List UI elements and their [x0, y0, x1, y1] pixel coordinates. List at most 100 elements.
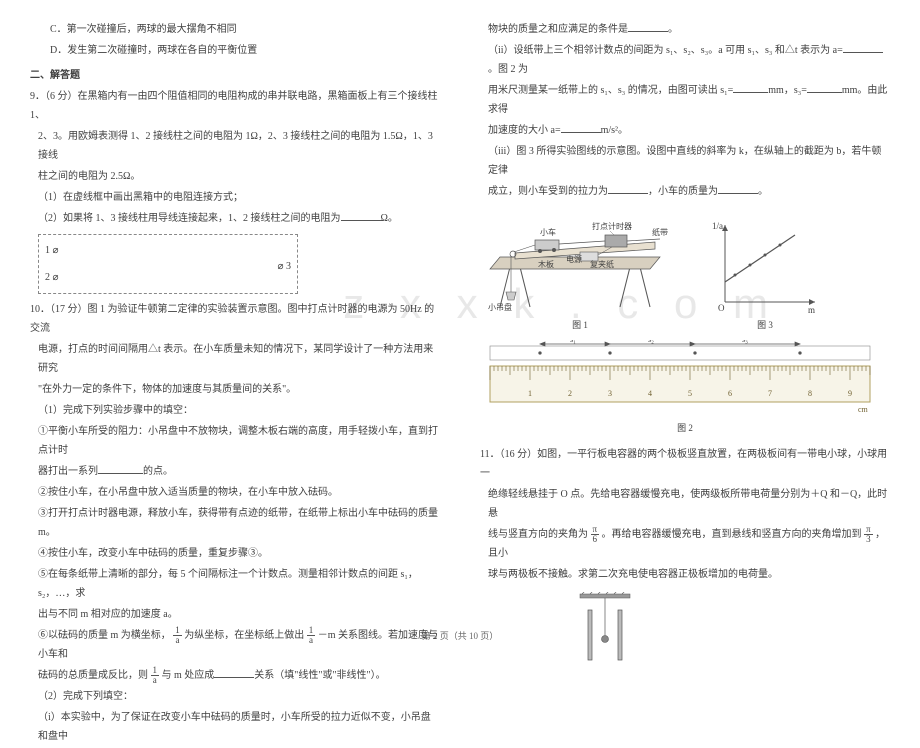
frac-1a-3: 1a — [151, 666, 160, 685]
r-line5: （iii）图 3 所得实验图线的示意图。设图中直线的斜率为 k，在纵轴上的截距为… — [480, 142, 890, 180]
svg-text:m: m — [808, 305, 815, 315]
lbl-car: 小车 — [540, 227, 556, 237]
r4b: m/s²。 — [601, 125, 628, 136]
r-line2: （ii）设纸带上三个相邻计数点的间距为 s₁、s₂、s₃。a 可用 s₁、s₃ … — [480, 41, 890, 79]
svg-text:1: 1 — [528, 389, 532, 398]
q10-step1-5a: ⑤在每条纸带上清晰的部分，每 5 个间隔标注一个计数点。测量相邻计数点的间距 s… — [30, 565, 440, 603]
svg-text:cm: cm — [858, 405, 869, 414]
graph-diagram: 1/a m O 图 3 — [710, 217, 820, 334]
r-line3: 用米尺测量某一纸带上的 s₁、s₃ 的情况，由图可读出 s₁=mm，s₃=mm。… — [480, 81, 890, 119]
svg-text:8: 8 — [808, 389, 812, 398]
page-content: C．第一次碰撞后，两球的最大摆角不相同 D．发生第二次碰撞时，两球在各自的平衡位… — [0, 0, 920, 748]
q10-line3: "在外力一定的条件下，物体的加速度与其质量间的关系"。 — [30, 380, 440, 399]
q10-6b-t3: 关系（填"线性"或"非线性"）。 — [254, 670, 385, 681]
q10-step1-4: ④按住小车，改变小车中砝码的质量，重复步骤③。 — [30, 544, 440, 563]
option-c: C．第一次碰撞后，两球的最大摆角不相同 — [30, 20, 440, 39]
svg-text:s₁: s₁ — [570, 340, 576, 344]
q9-line3: 柱之间的电阻为 2.5Ω。 — [30, 167, 440, 186]
experiment-diagram: 小车 打点计时器 纸带 电源 复夹纸 木板 小吊盘 图 1 — [480, 207, 680, 334]
r6c: 。 — [758, 186, 768, 197]
r-line6: 成立，则小车受到的拉力为 ，小车的质量为 。 — [480, 182, 890, 201]
blank-s3 — [807, 82, 842, 93]
lbl-clamp: 复夹纸 — [590, 259, 614, 269]
lbl-pan: 小吊盘 — [488, 302, 512, 312]
q11-line1: 11．（16 分）如图，一平行板电容器的两个极板竖直放置，在两极板间有一带电小球… — [480, 445, 890, 483]
diagram-row: 小车 打点计时器 纸带 电源 复夹纸 木板 小吊盘 图 1 — [480, 207, 890, 334]
blank-resistance — [341, 210, 381, 221]
blank-cond — [628, 21, 668, 32]
lbl-power: 电源 — [566, 254, 582, 264]
r2a: （ii）设纸带上三个相邻计数点的间距为 s₁、s₂、s₃。a 可用 s₁、s₃ … — [488, 45, 843, 56]
lbl-tape: 纸带 — [652, 227, 668, 237]
svg-text:7: 7 — [768, 389, 772, 398]
q10-step1-5b: 出与不同 m 相对应的加速度 a。 — [30, 605, 440, 624]
r4a: 加速度的大小 a= — [488, 125, 561, 136]
lbl-wood: 木板 — [538, 259, 554, 269]
q11-line3: 线与竖直方向的夹角为 π6 。再给电容器缓慢充电，直到悬线和竖直方向的夹角增加到… — [480, 525, 890, 563]
q11-l3b: 。再给电容器缓慢充电，直到悬线和竖直方向的夹角增加到 — [602, 529, 862, 540]
r2b: 。图 2 为 — [488, 64, 528, 75]
section-title: 二、解答题 — [30, 66, 440, 85]
q10-6a-t1: ⑥以砝码的质量 m 为横坐标， — [38, 630, 171, 641]
blank-s1 — [733, 82, 768, 93]
capacitor-diagram — [560, 592, 890, 672]
svg-text:6: 6 — [728, 389, 732, 398]
blank-relation — [214, 667, 254, 678]
r-line1: 物块的质量之和应满足的条件是 。 — [480, 20, 890, 39]
lbl-timer: 打点计时器 — [592, 221, 632, 231]
q9-part1: （1）在虚线框中画出黑箱中的电阻连接方式； — [30, 188, 440, 207]
svg-text:s₂: s₂ — [648, 340, 654, 344]
blank-mass — [718, 183, 758, 194]
frac-pi6: π6 — [591, 525, 600, 544]
q9-line1: 9．（6 分）在黑箱内有一由四个阻值相同的电阻构成的串并联电路，黑箱面板上有三个… — [30, 87, 440, 125]
q10-step1-head: （1）完成下列实验步骤中的填空： — [30, 401, 440, 420]
left-column: C．第一次碰撞后，两球的最大摆角不相同 D．发生第二次碰撞时，两球在各自的平衡位… — [30, 20, 440, 748]
q11-l3a: 线与竖直方向的夹角为 — [488, 529, 588, 540]
q10-step1-3: ③打开打点计时器电源，释放小车，获得带有点迹的纸带，在纸带上标出小车中砝码的质量… — [30, 504, 440, 542]
blank-a-expr — [843, 42, 883, 53]
svg-text:O: O — [718, 303, 725, 313]
svg-text:9: 9 — [848, 389, 852, 398]
circuit-box: 1 ⌀ 2 ⌀ ⌀ 3 — [38, 234, 298, 294]
fig3-label: 图 3 — [710, 317, 820, 334]
r3a: 用米尺测量某一纸带上的 s₁、s₃ 的情况，由图可读出 s₁= — [488, 85, 733, 96]
svg-text:4: 4 — [648, 389, 652, 398]
terminal-1: 1 ⌀ — [45, 241, 59, 260]
q10-6b-t2: 与 m 处应成 — [162, 670, 215, 681]
blank-points — [98, 463, 143, 474]
q9-line2: 2、3。用欧姆表测得 1、2 接线柱之间的电阻为 1Ω，2、3 接线柱之间的电阻… — [30, 127, 440, 165]
r3b: mm，s₃= — [768, 85, 807, 96]
terminal-2: 2 ⌀ — [45, 268, 59, 287]
svg-text:1/a: 1/a — [712, 221, 723, 231]
r6b: ，小车的质量为 — [648, 186, 718, 197]
terminal-3: ⌀ 3 — [277, 257, 291, 276]
q10-line2: 电源，打点的时间间隔用△t 表示。在小车质量未知的情况下，某同学设计了一种方法用… — [30, 340, 440, 378]
q10-step1-6b: 砝码的总质量成反比，则 1a 与 m 处应成 关系（填"线性"或"非线性"）。 — [30, 666, 440, 685]
svg-text:2: 2 — [568, 389, 572, 398]
fig2-label: 图 2 — [480, 420, 890, 437]
q10-line1: 10．（17 分）图 1 为验证牛顿第二定律的实验装置示意图。图中打点计时器的电… — [30, 300, 440, 338]
q10-6b-t1: 砝码的总质量成反比，则 — [38, 670, 148, 681]
r1b: 。 — [668, 24, 678, 35]
fig1-label: 图 1 — [480, 317, 680, 334]
right-column: 物块的质量之和应满足的条件是。 （ii）设纸带上三个相邻计数点的间距为 s₁、s… — [480, 20, 890, 748]
option-d: D．发生第二次碰撞时，两球在各自的平衡位置 — [30, 41, 440, 60]
blank-force — [608, 183, 648, 194]
q10-s1-1b-text: 器打出一系列 — [38, 466, 98, 477]
q9-part2: （2）如果将 1、3 接线柱用导线连接起来，1、2 接线柱之间的电阻为Ω。 — [30, 209, 440, 228]
r6a: 成立，则小车受到的拉力为 — [488, 186, 608, 197]
q10-step1-2: ②按住小车，在小吊盘中放入适当质量的物块，在小车中放入砝码。 — [30, 483, 440, 502]
q11-line4: 球与两极板不接触。求第二次充电使电容器正极板增加的电荷量。 — [480, 565, 890, 584]
q11-line2: 绝缘轻线悬挂于 O 点。先给电容器缓慢充电，使两级板所带电荷量分别为＋Q 和－Q… — [480, 485, 890, 523]
svg-text:s₃: s₃ — [742, 340, 748, 344]
q10-6a-t2: 为纵坐标，在坐标纸上做出 — [184, 630, 304, 641]
ruler-diagram: s₁ s₂ s₃ 1 2 3 4 5 6 7 8 9 cm 图 2 — [480, 340, 890, 437]
blank-accel — [561, 122, 601, 133]
q10-step1-1a: ①平衡小车所受的阻力：小吊盘中不放物块，调整木板右端的高度，用手轻拨小车，直到打… — [30, 422, 440, 460]
q10-step1-6a: ⑥以砝码的质量 m 为横坐标， 1a 为纵坐标，在坐标纸上做出 1a －m 关系… — [30, 626, 440, 664]
r-line4: 加速度的大小 a= m/s²。 — [480, 121, 890, 140]
r1a: 物块的质量之和应满足的条件是 — [488, 24, 628, 35]
frac-1a-1: 1a — [173, 626, 182, 645]
svg-text:3: 3 — [608, 389, 612, 398]
svg-text:5: 5 — [688, 389, 692, 398]
